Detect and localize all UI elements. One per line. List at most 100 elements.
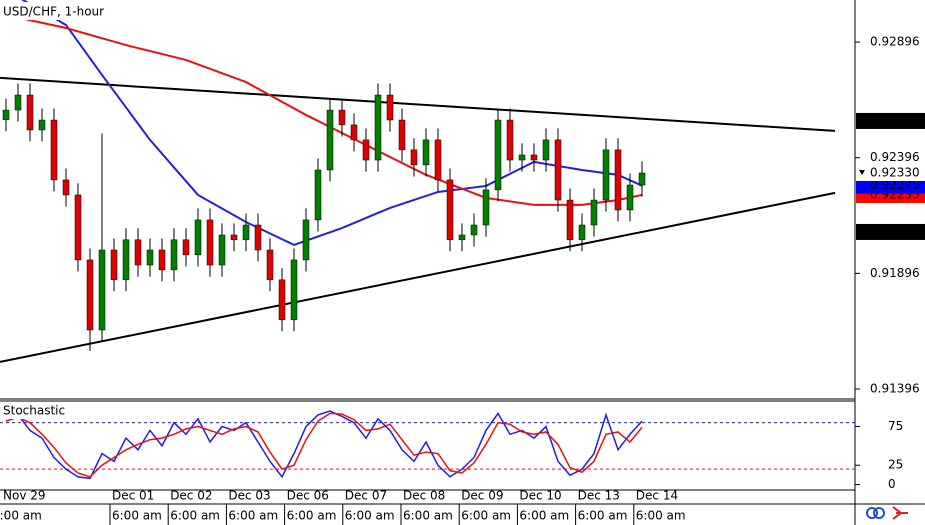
time-label: 6:00 am — [636, 509, 686, 523]
candle-body — [230, 234, 238, 241]
time-label: 6:00 am — [403, 509, 453, 523]
y-tick-label: 0.92396 — [870, 150, 920, 164]
candle-body — [590, 199, 598, 226]
moving-average — [21, 0, 643, 246]
price-label: 0.92555 — [870, 113, 920, 127]
candle-body — [626, 184, 634, 211]
price-label-box — [856, 112, 925, 129]
candle-body — [74, 194, 82, 261]
stoch-line — [5, 412, 643, 478]
candle-body — [62, 179, 70, 196]
stoch-title-box — [0, 403, 72, 419]
candle-body — [98, 249, 106, 331]
time-label: 6:00 am — [112, 509, 162, 523]
candle-body — [458, 234, 466, 241]
price-label: 0.92275 — [870, 178, 920, 192]
price-panel — [0, 0, 836, 363]
candle-body — [386, 94, 394, 121]
trendline — [0, 191, 836, 363]
candle-body — [614, 149, 622, 211]
price-label-box — [856, 223, 925, 240]
chart-title: USD/CHF, 1-hour — [3, 5, 104, 19]
candle-body — [14, 94, 22, 111]
candle-body — [566, 199, 574, 241]
candle-body — [110, 249, 118, 281]
price-label-arrow — [859, 169, 865, 175]
candle-body — [266, 249, 274, 281]
toolbar-icons[interactable] — [866, 506, 908, 520]
time-label: 9:00 am — [0, 509, 42, 523]
price-label-box — [856, 164, 925, 181]
candle-body — [362, 139, 370, 161]
candle-body — [338, 109, 346, 126]
candle-body — [422, 139, 430, 166]
candle-body — [602, 149, 610, 201]
candle-body — [434, 139, 442, 181]
candle-body — [638, 172, 646, 186]
stoch-tick-label: 0 — [888, 477, 896, 491]
candle-body — [302, 219, 310, 261]
time-label: 6:00 am — [170, 509, 220, 523]
candle-body — [494, 119, 502, 191]
candle-body — [518, 154, 526, 161]
date-label: Dec 13 — [578, 489, 620, 503]
candle-body — [446, 179, 454, 241]
y-tick-label: 0.91896 — [870, 266, 920, 280]
date-label: Dec 06 — [287, 489, 329, 503]
date-label: Dec 07 — [345, 489, 387, 503]
candle-body — [182, 239, 190, 256]
candle-body — [26, 94, 34, 131]
date-label: Dec 10 — [519, 489, 561, 503]
stoch-line — [5, 410, 643, 480]
candle-body — [170, 239, 178, 271]
trendline — [0, 76, 836, 132]
date-label: Dec 08 — [403, 489, 445, 503]
candle-body — [398, 119, 406, 151]
price-label-box — [856, 177, 925, 194]
date-label: Dec 09 — [461, 489, 503, 503]
candle-body — [326, 109, 334, 171]
candle-body — [314, 169, 322, 221]
stoch-title: Stochastic — [3, 404, 65, 418]
time-label: 6:00 am — [228, 509, 278, 523]
candle-body — [374, 94, 382, 161]
stoch-tick-label: 25 — [888, 458, 903, 472]
candle-body — [506, 119, 514, 161]
date-label: Dec 14 — [636, 489, 678, 503]
candle-body — [134, 239, 142, 266]
time-label: 6:00 am — [519, 509, 569, 523]
candle-body — [290, 259, 298, 321]
y-tick-label: 0.91396 — [870, 381, 920, 395]
arrow-icon[interactable] — [892, 506, 908, 520]
candle-body — [482, 189, 490, 226]
link-icon[interactable] — [873, 507, 885, 519]
stoch-tick-label: 75 — [888, 419, 903, 433]
candle-body — [2, 109, 10, 121]
y-tick-label: 0.92896 — [870, 35, 920, 49]
stochastic-panel — [0, 410, 855, 480]
candle-body — [278, 279, 286, 321]
candle-body — [86, 259, 94, 331]
price-label: 0.92075 — [870, 224, 920, 238]
date-label: Nov 29 — [3, 489, 46, 503]
time-label: 6:00 am — [345, 509, 395, 523]
candle-body — [410, 149, 418, 166]
candle-body — [38, 119, 46, 131]
date-label: Dec 02 — [170, 489, 212, 503]
candle-body — [254, 224, 262, 251]
price-label: 0.92330 — [870, 165, 920, 179]
link-icon[interactable] — [866, 507, 878, 519]
candle-body — [242, 224, 250, 241]
candle-body — [554, 139, 562, 201]
candle-body — [146, 249, 154, 266]
date-label: Dec 01 — [112, 489, 154, 503]
candle-body — [194, 219, 202, 256]
candle-body — [542, 139, 550, 161]
candle-body — [350, 124, 358, 141]
candle-body — [218, 234, 226, 266]
candle-body — [470, 224, 478, 236]
candle-body — [50, 119, 58, 181]
time-label: 6:00 am — [287, 509, 337, 523]
candle-body — [158, 249, 166, 271]
candle-body — [206, 219, 214, 266]
